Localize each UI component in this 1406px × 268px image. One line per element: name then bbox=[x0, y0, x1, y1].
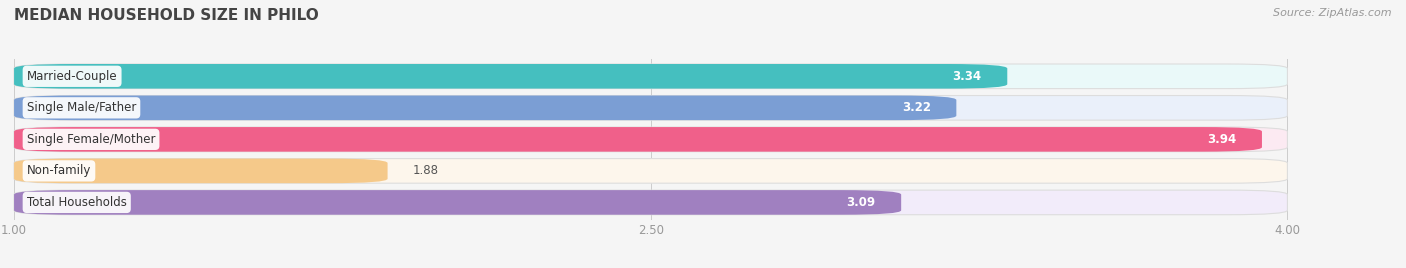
FancyBboxPatch shape bbox=[14, 95, 1288, 120]
FancyBboxPatch shape bbox=[14, 190, 1288, 215]
FancyBboxPatch shape bbox=[14, 127, 1288, 152]
Text: Single Male/Father: Single Male/Father bbox=[27, 101, 136, 114]
Text: MEDIAN HOUSEHOLD SIZE IN PHILO: MEDIAN HOUSEHOLD SIZE IN PHILO bbox=[14, 8, 319, 23]
Text: Non-family: Non-family bbox=[27, 164, 91, 177]
Text: 3.22: 3.22 bbox=[901, 101, 931, 114]
Text: Total Households: Total Households bbox=[27, 196, 127, 209]
FancyBboxPatch shape bbox=[14, 95, 956, 120]
FancyBboxPatch shape bbox=[14, 159, 388, 183]
Text: 3.09: 3.09 bbox=[846, 196, 876, 209]
Text: 3.94: 3.94 bbox=[1208, 133, 1236, 146]
FancyBboxPatch shape bbox=[14, 64, 1288, 89]
Text: Married-Couple: Married-Couple bbox=[27, 70, 118, 83]
FancyBboxPatch shape bbox=[14, 190, 901, 215]
FancyBboxPatch shape bbox=[14, 64, 1007, 89]
Text: Single Female/Mother: Single Female/Mother bbox=[27, 133, 155, 146]
Text: 3.34: 3.34 bbox=[953, 70, 981, 83]
Text: Source: ZipAtlas.com: Source: ZipAtlas.com bbox=[1274, 8, 1392, 18]
FancyBboxPatch shape bbox=[14, 159, 1288, 183]
Text: 1.88: 1.88 bbox=[413, 164, 439, 177]
FancyBboxPatch shape bbox=[14, 127, 1263, 152]
